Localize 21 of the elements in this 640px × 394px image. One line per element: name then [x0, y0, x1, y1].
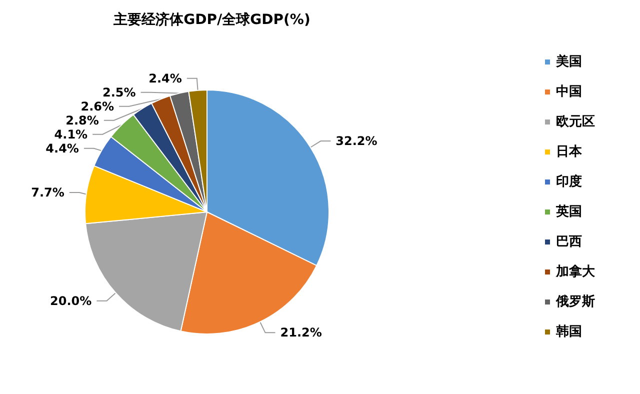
data-label: 4.1% — [54, 127, 88, 142]
data-label: 4.4% — [46, 141, 79, 156]
data-label: 2.5% — [102, 85, 136, 100]
chart-title: 主要经济体GDP/全球GDP(%) — [112, 11, 310, 28]
legend-label: 欧元区 — [556, 114, 595, 130]
data-label: 2.6% — [80, 99, 114, 114]
legend-label: 美国 — [555, 54, 582, 70]
legend-label: 加拿大 — [555, 264, 596, 280]
data-label: 32.2% — [336, 134, 378, 148]
legend-label: 中国 — [556, 84, 582, 100]
legend-label: 印度 — [556, 174, 582, 190]
data-label: 20.0% — [50, 294, 92, 308]
data-label: 2.4% — [148, 71, 182, 86]
data-label: 21.2% — [280, 326, 322, 340]
legend-label: 韩国 — [555, 324, 582, 340]
legend-label: 英国 — [555, 204, 582, 220]
data-label: 7.7% — [31, 185, 64, 200]
legend-label: 日本 — [556, 144, 583, 160]
legend-label: 俄罗斯 — [555, 294, 595, 310]
legend-label: 巴西 — [556, 234, 582, 250]
data-label: 2.8% — [66, 113, 99, 128]
